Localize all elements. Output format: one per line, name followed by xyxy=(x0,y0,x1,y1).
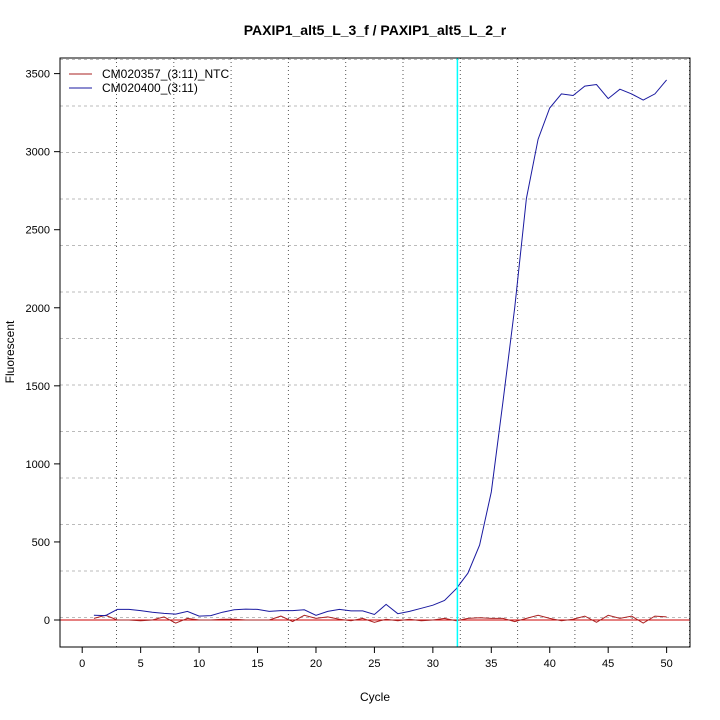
x-tick-label: 0 xyxy=(79,658,85,670)
x-tick-label: 15 xyxy=(251,658,263,670)
x-tick-label: 45 xyxy=(602,658,614,670)
x-tick-label: 10 xyxy=(193,658,205,670)
axes: 0 5 10 15 20 25 30 35 40 45 5005001000150020002500… xyxy=(26,69,673,670)
legend: CM020357_(3:11)_NTC CM020400_(3:11) xyxy=(69,67,230,95)
x-tick-label: 40 xyxy=(544,658,556,670)
x-tick-label: 50 xyxy=(660,658,672,670)
legend-label-sample: CM020400_(3:11) xyxy=(102,81,198,95)
y-tick-label: 500 xyxy=(32,537,50,549)
x-tick-label: 5 xyxy=(138,658,144,670)
y-tick-label: 3500 xyxy=(26,69,50,81)
series-line-1 xyxy=(93,79,667,617)
x-tick-label: 25 xyxy=(368,658,380,670)
plot-frame xyxy=(59,57,691,648)
series-lines xyxy=(60,58,690,647)
y-tick-label: 2000 xyxy=(26,303,50,315)
y-tick-label: 1000 xyxy=(26,459,50,471)
x-tick-label: 20 xyxy=(310,658,322,670)
y-tick-label: 1500 xyxy=(26,381,50,393)
y-tick-label: 0 xyxy=(44,615,50,627)
y-tick-label: 3000 xyxy=(26,147,50,159)
y-tick-label: 2500 xyxy=(26,225,50,237)
y-axis-label: Fluorescent xyxy=(3,320,17,383)
legend-label-ntc: CM020357_(3:11)_NTC xyxy=(102,67,230,81)
chart-title: PAXIP1_alt5_L_3_f / PAXIP1_alt5_L_2_r xyxy=(244,22,507,38)
x-tick-label: 30 xyxy=(427,658,439,670)
grid xyxy=(60,58,690,647)
series-line-0 xyxy=(93,614,667,624)
x-axis-label: Cycle xyxy=(360,690,390,704)
x-tick-label: 35 xyxy=(485,658,497,670)
